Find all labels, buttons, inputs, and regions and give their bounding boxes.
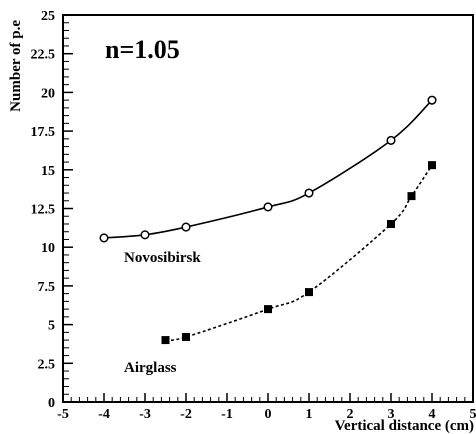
y-axis-title: Number of p.e — [8, 20, 24, 112]
data-point-airglass — [407, 192, 416, 201]
y-tick-label: 25 — [41, 9, 55, 24]
y-tick-label: 2.5 — [38, 357, 56, 372]
y-tick-label: 10 — [41, 241, 55, 256]
data-point-airglass — [161, 336, 170, 345]
x-tick-label: 4 — [429, 407, 436, 422]
x-tick-label: -1 — [221, 407, 233, 422]
x-tick-label: 0 — [265, 407, 272, 422]
x-tick-labels: -5 -4 -3 -2 -1 0 1 2 3 4 5 — [57, 407, 476, 422]
data-point-airglass — [305, 288, 313, 297]
x-axis-title: Vertical distance (cm) — [335, 418, 474, 434]
y-tick-label: 5 — [48, 319, 55, 334]
data-point-novosibirsk — [263, 202, 273, 212]
y-tick-label: 22.5 — [31, 48, 56, 63]
x-tick-label: -3 — [139, 407, 151, 422]
x-tick-label: 1 — [306, 407, 313, 422]
y-tick-label: 15 — [41, 164, 55, 179]
data-point-novosibirsk — [427, 95, 437, 105]
y-tick-label: 12.5 — [31, 203, 56, 218]
y-tick-label: 17.5 — [31, 125, 56, 140]
x-tick-label: 3 — [388, 407, 395, 422]
axis-ticks — [62, 14, 474, 403]
airglass-annotation: Airglass — [124, 360, 177, 376]
y-tick-label: 20 — [41, 86, 55, 101]
n-annotation: n=1.05 — [105, 35, 180, 64]
x-tick-label: 2 — [347, 407, 354, 422]
data-point-novosibirsk — [386, 135, 396, 145]
data-point-airglass — [428, 161, 436, 170]
novosibirsk-annotation: Novosibirsk — [124, 250, 201, 266]
data-point-novosibirsk — [99, 233, 109, 243]
x-tick-label: 5 — [470, 407, 476, 422]
series-line-novosibirsk — [103, 99, 433, 239]
y-tick-label: 7.5 — [38, 280, 56, 295]
series-line-airglass — [165, 164, 433, 342]
data-point-novosibirsk — [181, 222, 191, 232]
data-point-airglass — [387, 219, 395, 228]
data-point-novosibirsk — [304, 188, 314, 198]
data-point-airglass — [264, 305, 272, 314]
x-tick-label: -4 — [98, 407, 110, 422]
y-tick-labels: 0 2.5 5 7.5 10 12.5 15 17.5 20 22.5 25 — [31, 9, 56, 411]
y-tick-label: 0 — [48, 396, 55, 411]
data-point-airglass — [182, 332, 190, 341]
series-layer — [99, 95, 437, 345]
data-point-novosibirsk — [140, 230, 150, 240]
x-tick-label: -5 — [57, 407, 69, 422]
x-tick-label: -2 — [180, 407, 192, 422]
